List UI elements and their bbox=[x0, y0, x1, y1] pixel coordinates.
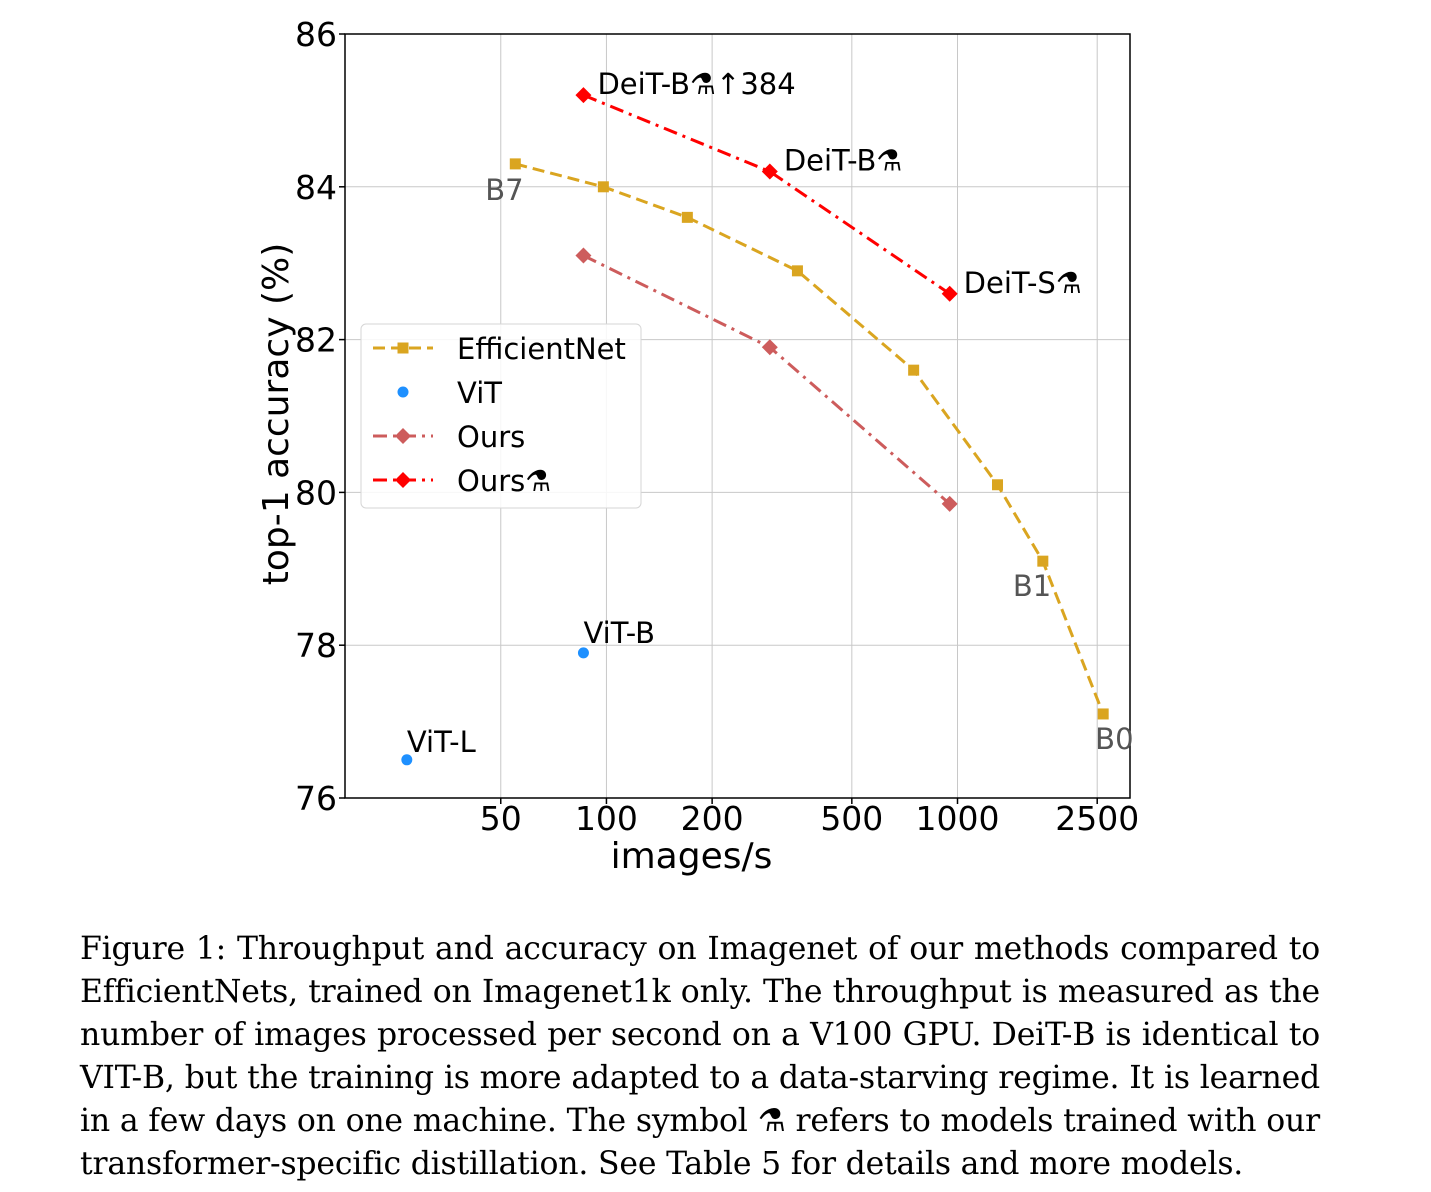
data-point bbox=[577, 647, 589, 659]
y-tick-label: 86 bbox=[295, 15, 337, 54]
legend-marker bbox=[395, 472, 411, 488]
annotations: DeiT-B⚗↑384 DeiT-B⚗ DeiT-S⚗ ViT-B ViT-L B7 B1 B… bbox=[407, 67, 1134, 759]
series-vit bbox=[401, 647, 589, 766]
series-line bbox=[514, 162, 1105, 715]
legend-label: Ours⚗ bbox=[457, 464, 551, 498]
annotation-label: B0 bbox=[1095, 722, 1133, 756]
legend: EfficientNet ViT Ours Ours⚗ bbox=[360, 323, 642, 509]
figure-caption: Figure 1: Throughput and accuracy on Ima… bbox=[80, 931, 1320, 1182]
x-tick-label: 1000 bbox=[916, 799, 1000, 838]
x-axis-label: images/s bbox=[611, 836, 773, 877]
data-point bbox=[941, 495, 958, 512]
chart: 50 100 200 500 1000 2500 76 78 80 82 84 86 images/s t… bbox=[256, 15, 1139, 877]
y-tick-label: 80 bbox=[295, 473, 337, 512]
y-axis-ticks: 76 78 80 82 84 86 bbox=[295, 15, 345, 818]
data-point bbox=[597, 181, 609, 193]
series-line bbox=[582, 93, 951, 296]
y-tick-label: 78 bbox=[295, 626, 337, 665]
data-point bbox=[992, 479, 1004, 491]
annotation-label: DeiT-B⚗ bbox=[784, 144, 903, 178]
plot-frame bbox=[344, 33, 1131, 799]
annotation-label: DeiT-B⚗↑384 bbox=[597, 67, 795, 101]
series-efficientnet bbox=[509, 158, 1109, 720]
legend-marker bbox=[397, 386, 409, 398]
data-point bbox=[681, 211, 693, 223]
data-point bbox=[575, 247, 592, 264]
y-axis-label: top-1 accuracy (%) bbox=[256, 243, 297, 586]
x-tick-label: 200 bbox=[681, 799, 744, 838]
data-point bbox=[761, 339, 778, 356]
legend-box bbox=[360, 323, 642, 509]
x-tick-label: 50 bbox=[480, 799, 522, 838]
legend-item: Ours bbox=[373, 420, 525, 454]
annotation-label: ViT-L bbox=[407, 725, 476, 759]
data-point bbox=[1037, 555, 1049, 567]
data-point bbox=[509, 158, 521, 170]
annotation-label: ViT-B bbox=[583, 616, 655, 650]
legend-marker bbox=[397, 342, 409, 354]
data-point bbox=[908, 364, 920, 376]
data-point bbox=[1097, 708, 1109, 720]
x-tick-label: 100 bbox=[575, 799, 638, 838]
data-point bbox=[941, 285, 958, 302]
legend-label: ViT bbox=[457, 376, 502, 410]
legend-item: EfficientNet bbox=[373, 332, 626, 366]
data-point bbox=[575, 87, 592, 104]
annotation-label: DeiT-S⚗ bbox=[964, 266, 1082, 300]
y-tick-label: 82 bbox=[295, 321, 337, 360]
legend-label: Ours bbox=[457, 420, 525, 454]
x-tick-label: 2500 bbox=[1055, 799, 1139, 838]
series-ours bbox=[575, 247, 958, 512]
annotation-label: B7 bbox=[485, 173, 523, 207]
x-tick-label: 500 bbox=[820, 799, 883, 838]
x-axis-ticks: 50 100 200 500 1000 2500 bbox=[480, 798, 1139, 838]
y-tick-label: 84 bbox=[295, 168, 337, 207]
legend-label: EfficientNet bbox=[457, 332, 626, 366]
legend-item: Ours⚗ bbox=[373, 464, 551, 498]
series-ours bbox=[575, 87, 958, 302]
data-point bbox=[791, 265, 803, 277]
annotation-label: B1 bbox=[1013, 569, 1051, 603]
y-tick-label: 76 bbox=[295, 779, 337, 818]
legend-item: ViT bbox=[397, 376, 502, 410]
data-point bbox=[761, 163, 778, 180]
data-point bbox=[401, 754, 413, 766]
figure: 50 100 200 500 1000 2500 76 78 80 82 84 86 images/s t… bbox=[256, 15, 1139, 877]
legend-marker bbox=[395, 428, 411, 444]
